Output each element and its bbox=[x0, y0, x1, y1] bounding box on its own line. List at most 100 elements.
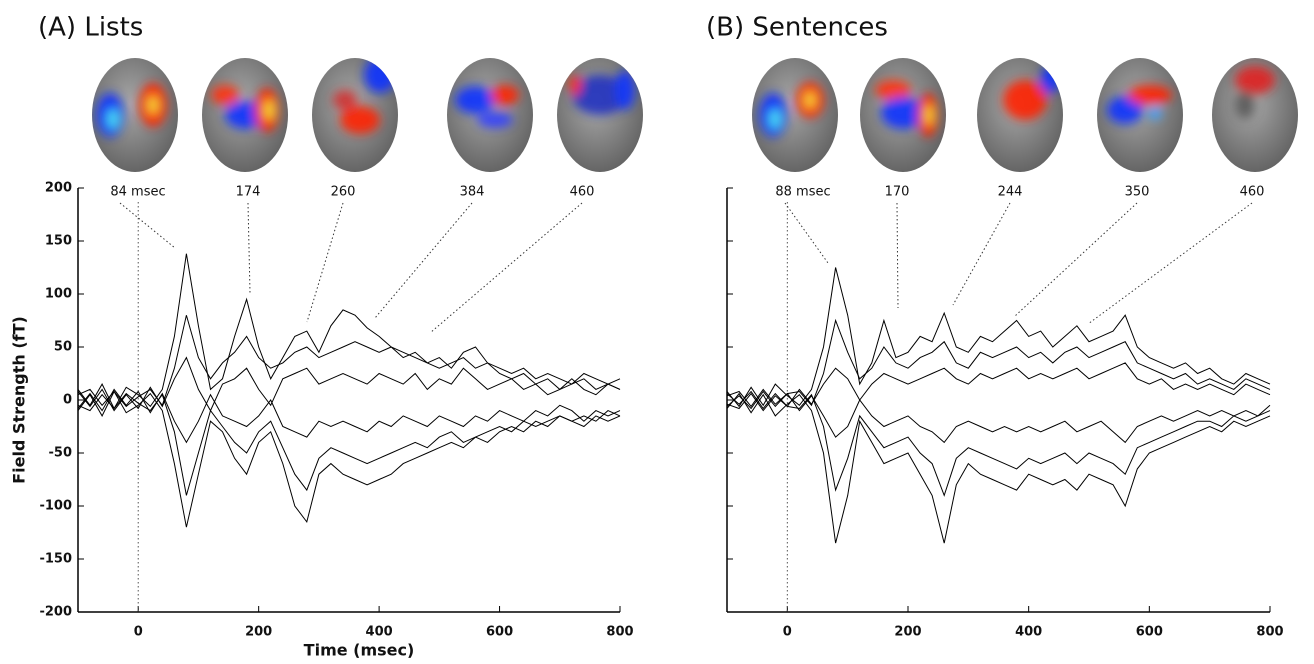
trace bbox=[77, 388, 621, 444]
field-blob bbox=[1128, 85, 1172, 105]
field-blob bbox=[769, 109, 781, 129]
latency-label: 244 bbox=[998, 185, 1023, 200]
y-tick-label: 200 bbox=[45, 181, 72, 196]
field-blob bbox=[572, 75, 628, 115]
field-blob bbox=[477, 112, 513, 128]
y-tick-label: -100 bbox=[39, 499, 72, 514]
field-blob bbox=[1040, 66, 1060, 94]
latency-label: 460 bbox=[570, 185, 595, 200]
head-colors bbox=[569, 70, 635, 115]
latency-pointer bbox=[784, 202, 829, 264]
trace bbox=[726, 392, 1271, 544]
x-tick-label: 600 bbox=[486, 625, 513, 640]
head-colors bbox=[875, 80, 938, 137]
trace bbox=[77, 392, 621, 496]
topography-map bbox=[557, 58, 643, 172]
latency-label: 260 bbox=[331, 185, 356, 200]
x-tick-label: 800 bbox=[1256, 625, 1283, 640]
y-tick-label: -200 bbox=[39, 605, 72, 620]
trace bbox=[726, 318, 1271, 408]
field-blob bbox=[264, 100, 274, 120]
x-axis-label: Time (msec) bbox=[304, 641, 415, 660]
head bbox=[1212, 58, 1298, 172]
y-tick-label: -150 bbox=[39, 552, 72, 567]
trace bbox=[726, 267, 1271, 408]
field-blob bbox=[1148, 106, 1162, 120]
head-colors bbox=[759, 82, 824, 137]
trace bbox=[77, 253, 621, 410]
field-blob bbox=[875, 80, 911, 100]
latency-label: 384 bbox=[460, 185, 485, 200]
field-blob bbox=[364, 58, 396, 93]
x-tick-label: 0 bbox=[783, 625, 792, 640]
topography-map bbox=[92, 58, 178, 172]
x-tick-label: 400 bbox=[366, 625, 393, 640]
y-tick-label: 0 bbox=[63, 393, 72, 408]
topography-map bbox=[312, 58, 398, 172]
panel-title: (A) Lists bbox=[38, 13, 143, 43]
x-tick-label: 600 bbox=[1136, 625, 1163, 640]
head-colors bbox=[1235, 66, 1275, 119]
field-blob bbox=[148, 96, 158, 114]
head-colors bbox=[1107, 85, 1172, 124]
latency-pointer bbox=[306, 202, 344, 323]
latency-label: 84 msec bbox=[110, 185, 165, 200]
field-blob bbox=[1235, 66, 1275, 94]
latency-label: 174 bbox=[236, 185, 261, 200]
panel-title: (B) Sentences bbox=[706, 13, 888, 43]
trace bbox=[726, 390, 1271, 444]
trace bbox=[726, 392, 1271, 497]
head-colors bbox=[211, 85, 279, 132]
field-blob bbox=[805, 92, 815, 108]
x-tick-label: 200 bbox=[894, 625, 921, 640]
field-blob bbox=[225, 101, 265, 129]
y-tick-label: 150 bbox=[45, 234, 72, 249]
y-axis-label: Field Strength (fT) bbox=[10, 316, 29, 484]
topography-map bbox=[447, 58, 533, 172]
latency-pointer bbox=[247, 202, 251, 294]
topography-map bbox=[977, 58, 1063, 172]
latency-pointer bbox=[1014, 202, 1138, 317]
head-colors bbox=[333, 58, 396, 134]
topography-map bbox=[752, 58, 838, 172]
y-tick-label: -50 bbox=[49, 446, 73, 461]
field-blob bbox=[340, 106, 380, 134]
x-tick-label: 400 bbox=[1015, 625, 1042, 640]
x-tick-label: 200 bbox=[245, 625, 272, 640]
head-colors bbox=[455, 85, 519, 128]
latency-pointer bbox=[952, 202, 1011, 306]
latency-pointer bbox=[119, 202, 176, 249]
field-blob bbox=[569, 75, 581, 95]
latency-pointer bbox=[896, 202, 899, 309]
latency-pointer bbox=[429, 202, 583, 334]
head-colors bbox=[96, 83, 167, 137]
field-blob bbox=[333, 90, 357, 110]
latency-pointer bbox=[1087, 202, 1253, 325]
field-blob bbox=[1107, 96, 1143, 124]
latency-label: 350 bbox=[1125, 185, 1150, 200]
trace bbox=[77, 390, 621, 528]
field-blob bbox=[1235, 91, 1255, 119]
field-blob bbox=[455, 86, 495, 114]
topography-map bbox=[1212, 58, 1298, 172]
field-blob bbox=[211, 85, 239, 105]
topography-map bbox=[1097, 58, 1183, 172]
y-tick-label: 100 bbox=[45, 287, 72, 302]
latency-pointer bbox=[374, 202, 473, 319]
field-blob bbox=[107, 109, 119, 129]
topography-map bbox=[202, 58, 288, 172]
trace bbox=[726, 362, 1271, 410]
trace bbox=[77, 356, 621, 412]
y-tick-label: 50 bbox=[54, 340, 72, 355]
x-tick-label: 800 bbox=[606, 625, 633, 640]
field-blob bbox=[925, 105, 933, 125]
field-blob bbox=[881, 97, 925, 129]
field-blob bbox=[491, 85, 519, 105]
topography-map bbox=[860, 58, 946, 172]
field-blob bbox=[615, 70, 635, 110]
latency-label: 170 bbox=[885, 185, 910, 200]
field-blob bbox=[1003, 80, 1047, 120]
latency-label: 460 bbox=[1240, 185, 1265, 200]
x-tick-label: 0 bbox=[134, 625, 143, 640]
latency-label: 88 msec bbox=[775, 185, 830, 200]
